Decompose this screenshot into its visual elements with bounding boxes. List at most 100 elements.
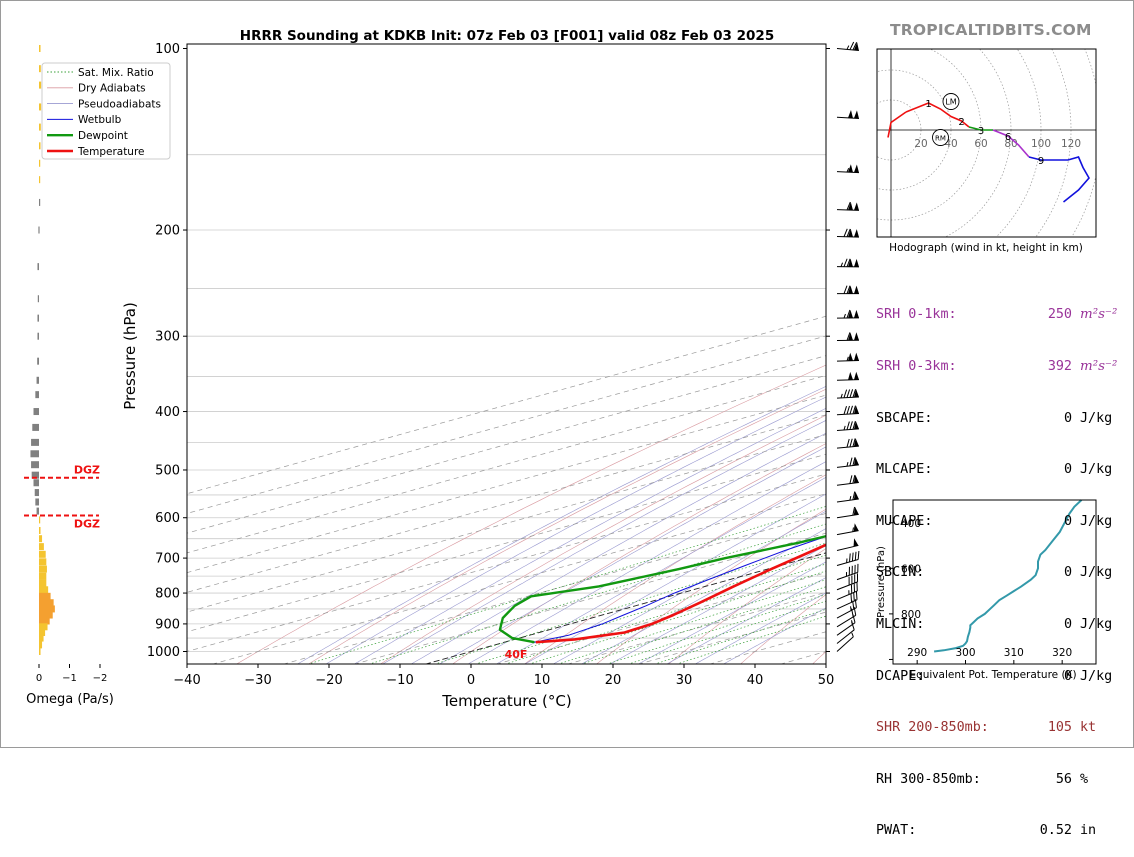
hodograph-ring-label: 20 <box>914 138 927 150</box>
storm-motion-label: RM <box>935 135 946 143</box>
x-tick-label: −40 <box>173 673 200 688</box>
dgz-label: DGZ <box>74 518 100 531</box>
wind-barb <box>837 310 859 318</box>
mlcape-value: 0 <box>1002 461 1072 478</box>
sbcin-unit: J/kg <box>1072 564 1112 581</box>
chart-title: HRRR Sounding at KDKB Init: 07z Feb 03 [… <box>240 28 774 44</box>
x-tick-label: −10 <box>386 673 413 688</box>
hodograph-ring-label: 60 <box>974 138 987 150</box>
srh-0-3-label: SRH 0-3km: <box>876 358 1002 375</box>
omega-bar <box>39 124 41 131</box>
omega-bar <box>39 580 46 587</box>
omega-bar <box>37 333 39 340</box>
omega-bar <box>37 377 39 384</box>
wind-barb <box>836 457 859 467</box>
wind-barb <box>837 286 859 294</box>
omega-bar <box>30 450 39 457</box>
wind-barb <box>836 491 859 502</box>
wind-barb <box>837 372 859 381</box>
omega-bar <box>37 358 39 365</box>
wind-barb <box>833 607 858 627</box>
hodograph-height-label: 6 <box>1005 132 1011 143</box>
omega-bar <box>34 408 39 415</box>
omega-bar <box>39 573 46 580</box>
omega-bar <box>35 498 39 505</box>
legend-label: Sat. Mix. Ratio <box>78 67 154 79</box>
omega-bar <box>39 527 41 534</box>
omega-bar <box>39 543 44 550</box>
srh-0-1-label: SRH 0-1km: <box>876 306 1002 323</box>
omega-bar <box>38 227 39 234</box>
omega-bar <box>35 391 39 398</box>
wind-barbs <box>832 41 861 652</box>
omega-bar <box>39 176 40 183</box>
x-tick-label: 30 <box>676 673 693 688</box>
omega-bar <box>39 593 51 600</box>
y-tick-label: 100 <box>155 42 180 57</box>
x-tick-label: 10 <box>534 673 551 688</box>
omega-bar <box>37 508 39 515</box>
omega-bar <box>38 295 39 302</box>
omega-bar <box>39 648 41 655</box>
omega-bar <box>39 599 54 606</box>
y-tick-label: 400 <box>155 405 180 420</box>
sbcape-value: 0 <box>1002 410 1072 427</box>
y-tick-label: 600 <box>155 511 180 526</box>
brand-watermark[interactable]: TROPICALTIDBITS.COM <box>890 21 1092 39</box>
omega-x-tick-label: −2 <box>93 673 108 684</box>
x-tick-label: −30 <box>244 673 271 688</box>
omega-bar <box>37 315 39 322</box>
srh-0-3-value: 392 <box>1002 358 1072 375</box>
mucape-value: 0 <box>1002 513 1072 530</box>
mlcin-unit: J/kg <box>1072 616 1112 633</box>
wind-barb <box>837 228 859 237</box>
rh-row: RH 300-850mb:56% <box>876 771 1117 788</box>
shear-unit: kt <box>1072 719 1096 736</box>
wind-barb <box>835 551 861 565</box>
omega-bar <box>31 439 39 446</box>
wind-barb <box>837 332 859 340</box>
sbcin-label: SBCIN: <box>876 564 1002 581</box>
wind-barb <box>836 421 859 431</box>
rh-value: 56 <box>1002 771 1072 788</box>
y-tick-label: 800 <box>155 587 180 602</box>
mlcape-unit: J/kg <box>1072 461 1112 478</box>
pwat-value: 0.52 <box>1002 822 1072 839</box>
legend-label: Wetbulb <box>78 114 122 126</box>
omega-bar <box>39 82 41 89</box>
x-tick-label: −20 <box>315 673 342 688</box>
omega-bar <box>39 160 40 167</box>
mucape-unit: J/kg <box>1072 513 1112 530</box>
srh-0-3-unit: m²s⁻² <box>1072 358 1117 375</box>
x-tick-label: 50 <box>818 673 835 688</box>
skewt-axes: 1000900800700600500400300200100−40−30−20… <box>147 42 834 688</box>
omega-bar <box>39 65 41 72</box>
omega-bar <box>39 641 42 648</box>
omega-bar <box>39 612 53 619</box>
omega-x-tick-label: 0 <box>36 673 42 684</box>
omega-bar <box>39 586 48 593</box>
omega-bar <box>39 103 41 110</box>
wind-barb <box>837 164 859 173</box>
omega-bar <box>35 489 39 496</box>
omega-bar <box>34 479 39 486</box>
legend-label: Temperature <box>77 146 145 158</box>
hodograph-height-label: 2 <box>958 117 964 128</box>
hodograph-ring-label: 120 <box>1061 138 1081 150</box>
omega-bar <box>39 635 44 642</box>
x-tick-label: 20 <box>605 673 622 688</box>
wind-barb <box>837 109 859 118</box>
shear-label: SHR 200-850mb: <box>876 719 1002 736</box>
dcape-label: DCAPE: <box>876 668 1002 685</box>
rh-unit: % <box>1072 771 1088 788</box>
omega-bar <box>39 566 47 573</box>
legend-label: Dry Adiabats <box>78 83 146 95</box>
wind-barb <box>836 506 859 517</box>
wind-barb <box>832 614 857 635</box>
